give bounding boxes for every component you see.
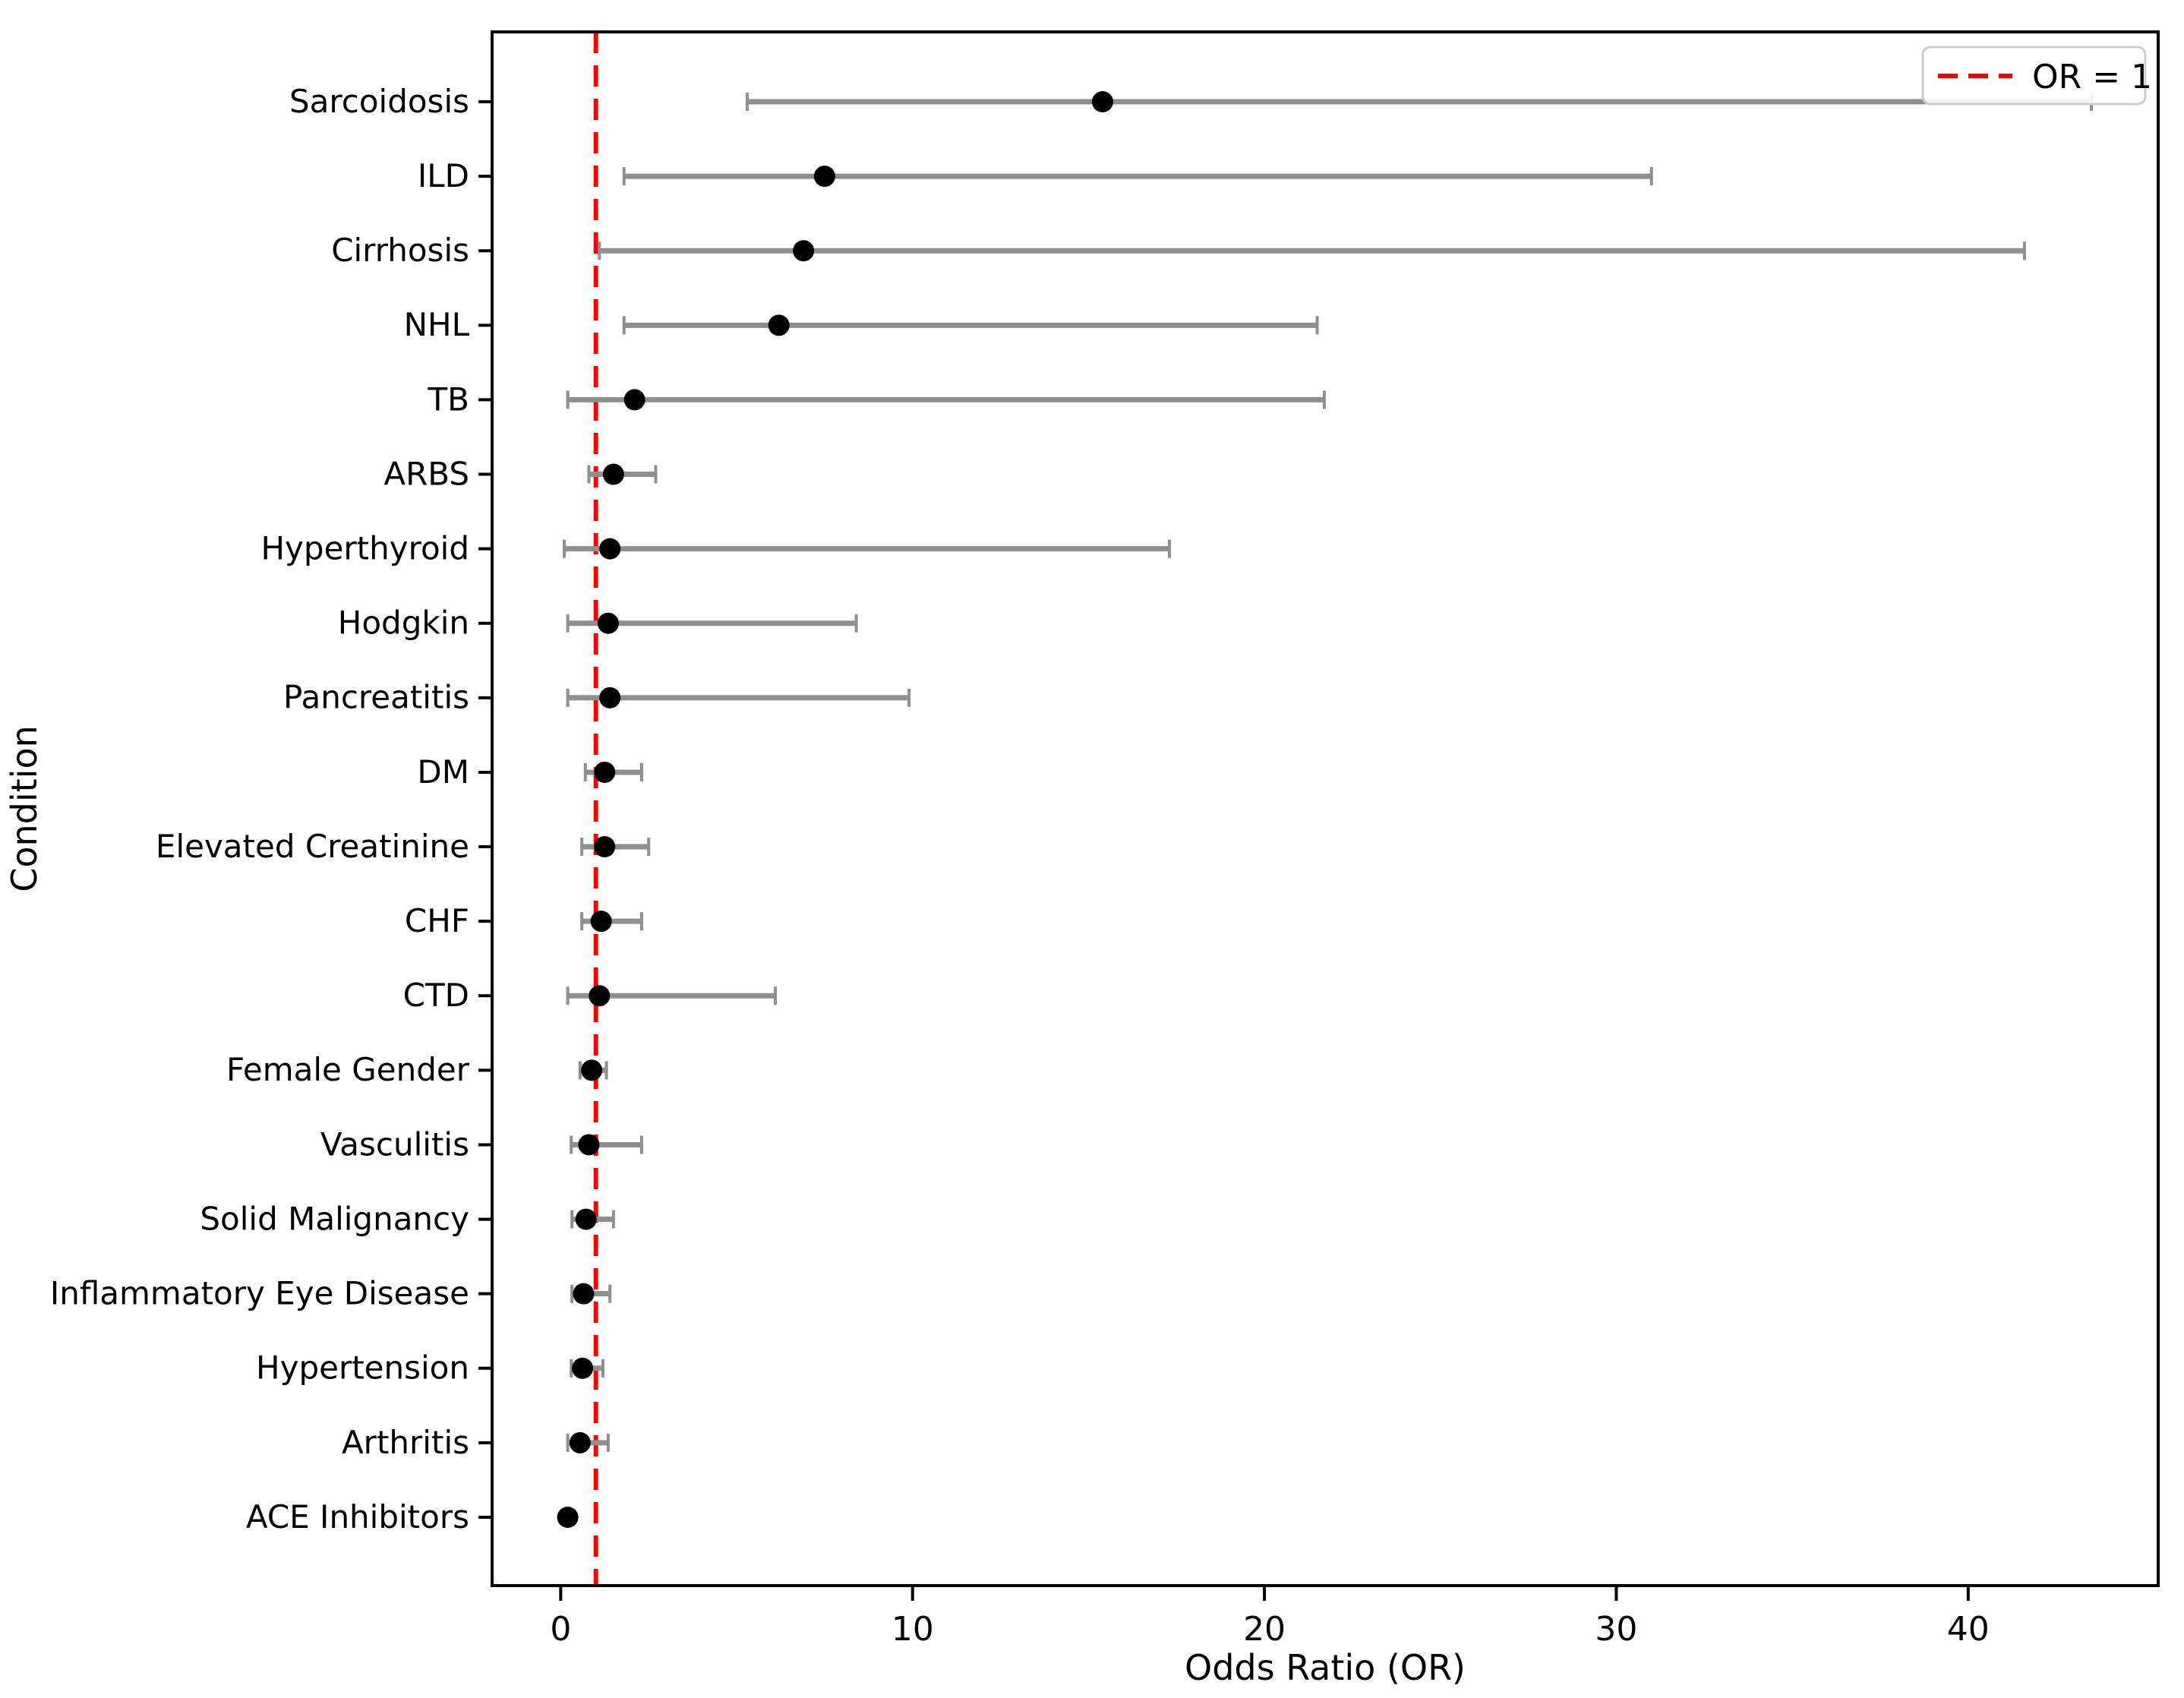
data-point — [599, 686, 621, 709]
category-label: ILD — [418, 157, 469, 194]
x-tick-label: 40 — [1947, 1610, 1990, 1649]
error-bar — [622, 167, 1653, 186]
category-label: Hypertension — [256, 1349, 469, 1387]
data-point — [623, 389, 645, 411]
category-label: NHL — [404, 306, 470, 343]
axes-spines — [491, 30, 2160, 1587]
data-point — [594, 836, 616, 858]
legend: OR = 1 — [1921, 46, 2152, 106]
x-axis-title: Odds Ratio (OR) — [1185, 1647, 1466, 1688]
data-point — [573, 1283, 595, 1305]
data-point — [599, 538, 621, 560]
data-point — [768, 314, 790, 336]
y-axis-title: Condition — [4, 725, 45, 892]
data-point — [575, 1208, 597, 1230]
data-point — [557, 1507, 579, 1528]
category-label: Hyperthyroid — [260, 529, 469, 567]
data-point — [602, 463, 624, 485]
category-label: Sarcoidosis — [289, 83, 469, 120]
category-label: Vasculitis — [320, 1125, 469, 1163]
legend-box — [1921, 46, 2147, 106]
data-point — [569, 1431, 591, 1453]
markers-group — [557, 91, 1113, 1528]
data-point — [572, 1357, 594, 1379]
x-tick-label: 30 — [1595, 1610, 1637, 1649]
category-label: Elevated Creatinine — [156, 828, 469, 865]
data-point — [793, 240, 815, 262]
data-point — [590, 911, 612, 933]
error-bar — [566, 390, 1326, 409]
data-point — [597, 612, 619, 634]
data-point — [594, 761, 616, 783]
category-label: Solid Malignancy — [200, 1200, 469, 1237]
data-point — [813, 166, 835, 188]
x-tick-label: 10 — [892, 1610, 934, 1649]
legend-label: OR = 1 — [2032, 58, 2152, 96]
x-axis: 0 10 20 30 40 — [550, 1586, 1990, 1649]
category-label: TB — [428, 380, 469, 418]
category-label: ACE Inhibitors — [246, 1498, 469, 1535]
category-label: Hodgkin — [338, 604, 469, 642]
error-bar — [598, 241, 2026, 260]
category-label: DM — [417, 753, 469, 791]
x-tick-label: 20 — [1243, 1610, 1286, 1649]
y-axis: Sarcoidosis ILD Cirrhosis NHL TB ARBS Hyperthy… — [50, 83, 492, 1535]
data-point — [578, 1134, 600, 1156]
category-label: Arthritis — [342, 1424, 469, 1461]
category-label: CHF — [405, 902, 469, 939]
category-label: Pancreatitis — [283, 679, 469, 716]
data-point — [1091, 91, 1113, 112]
category-label: Cirrhosis — [331, 232, 469, 269]
category-label: ARBS — [383, 455, 469, 492]
error-bar — [562, 539, 1171, 558]
data-point — [581, 1059, 603, 1081]
category-label: Female Gender — [226, 1051, 470, 1088]
error-bar — [622, 316, 1319, 335]
error-bar — [566, 688, 911, 707]
category-label: Inflammatory Eye Disease — [50, 1275, 469, 1312]
x-tick-label: 0 — [550, 1610, 571, 1649]
category-label: CTD — [403, 977, 469, 1014]
data-point — [589, 985, 611, 1007]
